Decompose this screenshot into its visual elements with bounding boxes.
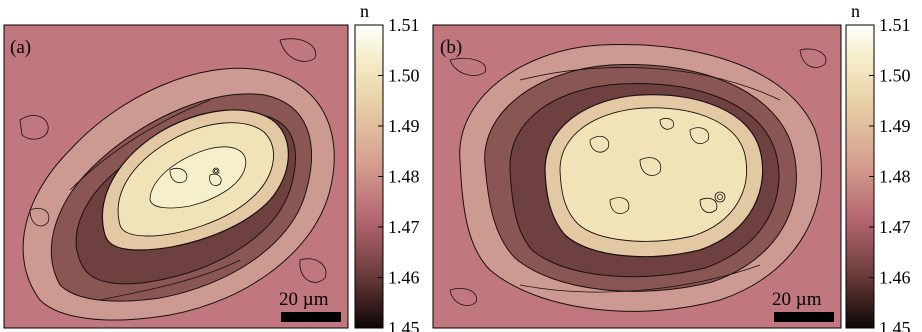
panel-b-label: (b) bbox=[440, 37, 462, 58]
colorbar-b: n 1.51 1.50 1.49 1.48 1.47 1.46 1.45 bbox=[845, 1, 911, 332]
panel-a-frame bbox=[3, 24, 349, 329]
colorbar-b-tick-label: 1.50 bbox=[879, 66, 911, 86]
panel-b-scale-bar-text: 20 µm bbox=[772, 289, 822, 310]
colorbar-a-tick-label: 1.48 bbox=[388, 167, 420, 187]
colorbar-b-tick-label: 1.48 bbox=[879, 167, 911, 187]
panel-b-frame bbox=[432, 24, 842, 329]
panel-a-label: (a) bbox=[10, 37, 31, 58]
colorbar-b-tick-label: 1.46 bbox=[879, 268, 911, 288]
colorbar-b-tick-label: 1.45 bbox=[879, 318, 911, 332]
panel-b-contours bbox=[449, 48, 827, 306]
colorbar-a-tick-label: 1.49 bbox=[388, 116, 420, 136]
colorbar-b-title: n bbox=[851, 1, 860, 21]
panel-b-scale-bar bbox=[774, 312, 834, 322]
panel-a-scale-bar-text: 20 µm bbox=[279, 289, 329, 310]
colorbar-a-tick-label: 1.46 bbox=[388, 268, 420, 288]
panel-b-core-light bbox=[559, 107, 747, 242]
panel-b: (b) 20 µm bbox=[432, 24, 842, 329]
colorbar-a: n 1.51 1.50 1.49 1.48 1.47 1.46 1.45 bbox=[354, 1, 420, 332]
colorbar-b-tick-label: 1.51 bbox=[879, 15, 911, 35]
panel-a-contours bbox=[19, 38, 327, 301]
colorbar-a-tick-label: 1.51 bbox=[388, 15, 420, 35]
colorbar-b-tick-label: 1.49 bbox=[879, 116, 911, 136]
panel-a-core-brightest bbox=[149, 146, 247, 209]
colorbar-b-ticks: 1.51 1.50 1.49 1.48 1.47 1.46 1.45 bbox=[869, 15, 911, 332]
colorbar-b-tick-label: 1.47 bbox=[879, 217, 911, 237]
colorbar-a-tick-label: 1.47 bbox=[388, 217, 420, 237]
panel-a-scale-bar bbox=[281, 312, 341, 322]
colorbar-a-tick-label: 1.50 bbox=[388, 66, 420, 86]
colorbar-a-ticks: 1.51 1.50 1.49 1.48 1.47 1.46 1.45 bbox=[378, 15, 420, 332]
panel-a: (a) 20 µm bbox=[3, 24, 349, 329]
colorbar-a-title: n bbox=[360, 1, 369, 21]
colorbar-a-tick-label: 1.45 bbox=[388, 318, 420, 332]
